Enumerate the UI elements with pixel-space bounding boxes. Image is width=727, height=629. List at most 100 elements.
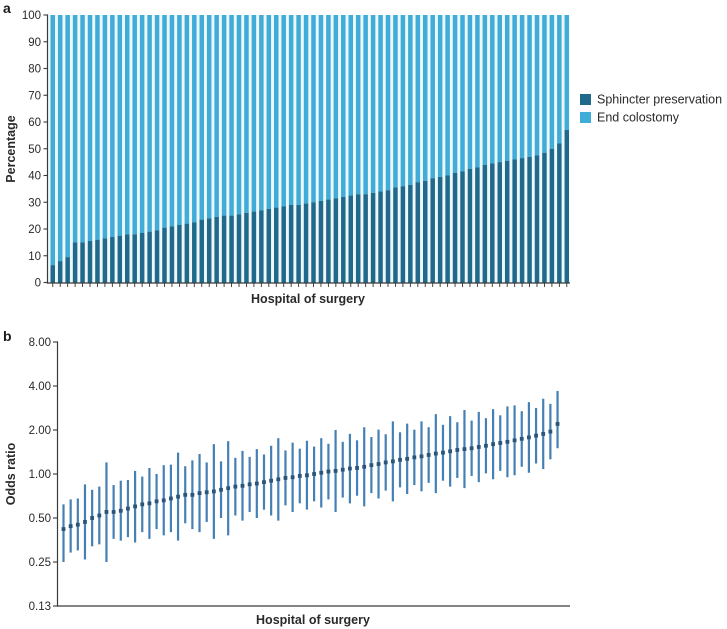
panel-a-x-axis-ticks (52, 283, 568, 287)
odds-ratio-point (297, 474, 302, 478)
odds-ratio-point (240, 483, 245, 488)
odds-ratio-point (519, 436, 524, 441)
bar-sphincter-preservation (557, 143, 562, 283)
odds-ratio-point (262, 480, 266, 485)
bar-sphincter-preservation (80, 242, 85, 283)
bar-end-colostomy (400, 15, 406, 187)
bar-sphincter-preservation (102, 238, 108, 283)
bar-end-colostomy (259, 15, 264, 211)
bar-sphincter-preservation (452, 172, 458, 283)
bar-end-colostomy (95, 15, 100, 240)
bar-end-colostomy (50, 15, 55, 266)
odds-ratio-point (426, 453, 431, 457)
bar-end-colostomy (214, 15, 219, 217)
bar-sphincter-preservation (162, 227, 167, 283)
odds-ratio-point (369, 463, 374, 468)
panel-a-y-axis-title: Percentage (4, 115, 18, 182)
bar-end-colostomy (326, 15, 331, 200)
panel-b-y-axis-ticks: 8.00 4.00 2.00 1.00 0.50 0.25 0.13 (29, 337, 58, 613)
bar-end-colostomy (199, 15, 204, 220)
bar-sphincter-preservation (184, 223, 190, 283)
bar-end-colostomy (65, 15, 70, 258)
y-tick-label: 0.50 (29, 513, 51, 525)
odds-ratio-point (383, 460, 388, 465)
bar-sphincter-preservation (132, 234, 137, 283)
bar-sphincter-preservation (333, 198, 339, 283)
bar-sphincter-preservation (95, 239, 100, 283)
legend-swatch-sphincter-preservation (580, 94, 591, 105)
bar-end-colostomy (303, 15, 309, 204)
bar-end-colostomy (504, 15, 510, 161)
bar-sphincter-preservation (251, 211, 257, 283)
bar-sphincter-preservation (542, 152, 547, 283)
y-tick-label: 20 (28, 224, 41, 236)
y-tick-label: 50 (28, 144, 41, 156)
bar-end-colostomy (490, 15, 495, 164)
bar-sphincter-preservation (50, 265, 55, 283)
bar-end-colostomy (221, 15, 227, 216)
bar-sphincter-preservation (527, 156, 532, 283)
bar-end-colostomy (534, 15, 540, 156)
bar-end-colostomy (482, 15, 488, 165)
bar-end-colostomy (281, 15, 286, 207)
odds-ratio-point (355, 466, 359, 470)
y-tick-label: 1.00 (29, 469, 51, 481)
bar-sphincter-preservation (490, 163, 495, 283)
bar-sphincter-preservation (236, 214, 242, 283)
bar-sphincter-preservation (318, 200, 324, 283)
bar-end-colostomy (154, 15, 160, 231)
odds-ratio-point (362, 464, 367, 469)
panel-a-letter: a (3, 0, 11, 16)
y-tick-label: 40 (28, 171, 41, 183)
odds-ratio-point (75, 522, 80, 527)
bar-end-colostomy (527, 15, 532, 157)
bar-sphincter-preservation (415, 182, 421, 283)
odds-ratio-point (498, 441, 503, 445)
odds-ratio-point (97, 513, 102, 518)
bar-end-colostomy (564, 15, 570, 131)
y-tick-label: 80 (28, 64, 41, 76)
bar-end-colostomy (393, 15, 398, 188)
odds-ratio-point (226, 486, 231, 491)
odds-ratio-point (90, 516, 95, 520)
y-tick-label: 60 (28, 117, 41, 129)
bar-end-colostomy (557, 15, 562, 144)
odds-ratio-point (340, 467, 345, 472)
odds-ratio-point (419, 454, 424, 459)
bar-sphincter-preservation (154, 230, 160, 283)
odds-ratio-point (140, 502, 145, 507)
odds-ratio-point (541, 432, 546, 436)
bar-end-colostomy (348, 15, 353, 196)
bar-sphincter-preservation (169, 226, 175, 283)
bar-end-colostomy (110, 15, 115, 238)
odds-ratio-point (455, 448, 460, 452)
bar-sphincter-preservation (460, 171, 465, 283)
bar-end-colostomy (445, 15, 450, 176)
odds-ratio-point (290, 475, 295, 480)
odds-ratio-point (348, 466, 352, 471)
bar-sphincter-preservation (281, 206, 286, 283)
odds-ratio-point (433, 451, 438, 456)
bar-end-colostomy (355, 15, 361, 195)
bar-sphincter-preservation (400, 186, 406, 283)
bar-end-colostomy (147, 15, 152, 232)
bar-end-colostomy (169, 15, 175, 227)
bar-end-colostomy (333, 15, 339, 199)
bar-sphincter-preservation (147, 231, 152, 283)
bar-end-colostomy (311, 15, 316, 203)
bar-end-colostomy (497, 15, 502, 163)
odds-ratio-point (219, 487, 223, 492)
odds-ratio-point (176, 494, 180, 499)
bar-sphincter-preservation (519, 158, 525, 283)
bar-sphincter-preservation (370, 192, 376, 283)
bar-end-colostomy (177, 15, 182, 225)
y-tick-label: 8.00 (29, 337, 51, 349)
odds-ratio-point (305, 473, 309, 478)
y-tick-label: 70 (28, 90, 41, 102)
bar-end-colostomy (341, 15, 346, 197)
odds-ratio-point (491, 442, 495, 447)
legend-label-sphincter-preservation: Sphincter preservation (597, 93, 722, 107)
bar-end-colostomy (296, 15, 301, 205)
bar-sphincter-preservation (72, 242, 78, 283)
legend-label-end-colostomy: End colostomy (597, 111, 680, 125)
